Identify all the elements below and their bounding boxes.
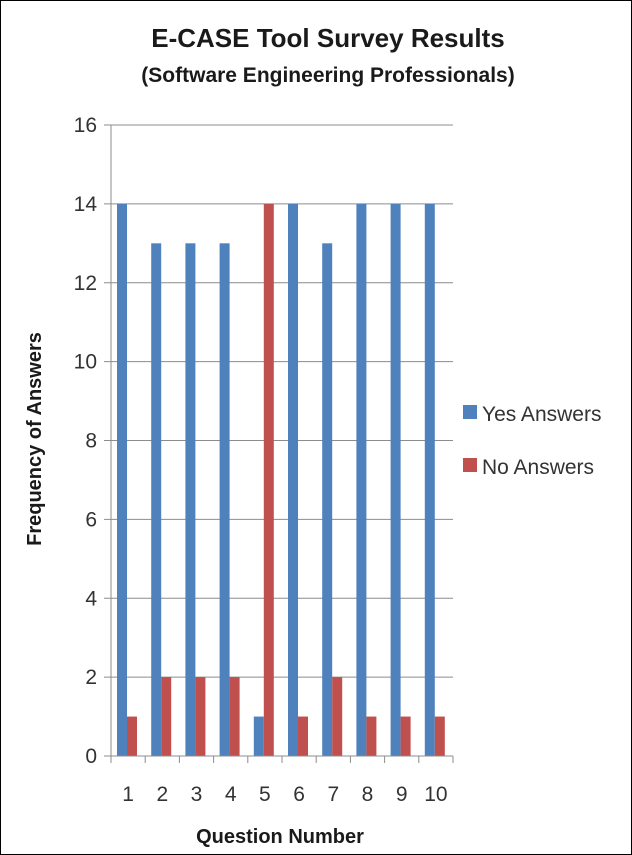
bar-yes-5	[253, 716, 264, 756]
gridlines	[111, 124, 453, 678]
bar-yes-3	[185, 243, 196, 756]
x-tick-label: 7	[327, 783, 339, 806]
bar-yes-8	[356, 203, 367, 756]
y-tick-label: 4	[85, 587, 97, 610]
bar-no-10	[434, 716, 445, 756]
x-tick-label: 10	[424, 783, 447, 806]
x-tick-label: 1	[122, 783, 134, 806]
y-tick-label: 0	[85, 745, 97, 768]
legend-swatch-yes	[463, 405, 477, 419]
x-axis-label: Question Number	[196, 826, 364, 848]
y-tick-label: 10	[74, 351, 97, 374]
x-tick-label: 6	[293, 783, 305, 806]
legend-swatch-no	[463, 458, 477, 472]
bar-yes-6	[288, 203, 298, 756]
x-tick-label: 8	[362, 783, 374, 806]
x-tick-label: 9	[396, 783, 408, 806]
bar-no-7	[332, 677, 343, 756]
legend-label-no: No Answers	[482, 456, 594, 479]
y-tick-label: 2	[85, 666, 97, 689]
x-tick-label: 2	[156, 783, 168, 806]
y-axis-label: Frequency of Answers	[24, 332, 46, 546]
bar-yes-4	[219, 243, 230, 756]
bar-no-1	[127, 716, 137, 756]
bar-no-8	[366, 716, 377, 756]
x-tick-label: 3	[191, 783, 203, 806]
x-axis-ticks: 1 2 3 4 5 6 7 8 9 10	[110, 756, 454, 806]
bar-no-5	[263, 203, 274, 756]
bar-no-9	[400, 716, 411, 756]
bar-no-3	[195, 677, 206, 756]
y-tick-label: 8	[85, 430, 97, 453]
bars	[117, 203, 445, 756]
y-tick-label: 12	[74, 272, 97, 295]
legend-label-yes: Yes Answers	[482, 403, 601, 426]
chart-subtitle: (Software Engineering Professionals)	[141, 64, 514, 87]
bar-no-6	[298, 716, 308, 756]
bar-no-2	[161, 677, 172, 756]
bar-yes-1	[117, 203, 127, 756]
bar-yes-2	[151, 243, 162, 756]
y-tick-label: 16	[74, 114, 97, 137]
x-tick-label: 5	[259, 783, 271, 806]
bar-yes-10	[424, 203, 435, 756]
chart-title: E-CASE Tool Survey Results	[151, 23, 505, 53]
x-tick-label: 4	[225, 783, 237, 806]
bar-yes-9	[390, 203, 401, 756]
bar-yes-7	[322, 243, 333, 756]
y-axis-ticks: 0 2 4 6 8 10 12 14 16	[74, 114, 111, 768]
legend: Yes Answers No Answers	[463, 403, 601, 479]
y-tick-label: 14	[74, 193, 98, 216]
bar-no-4	[229, 677, 240, 756]
y-tick-label: 6	[85, 508, 97, 531]
